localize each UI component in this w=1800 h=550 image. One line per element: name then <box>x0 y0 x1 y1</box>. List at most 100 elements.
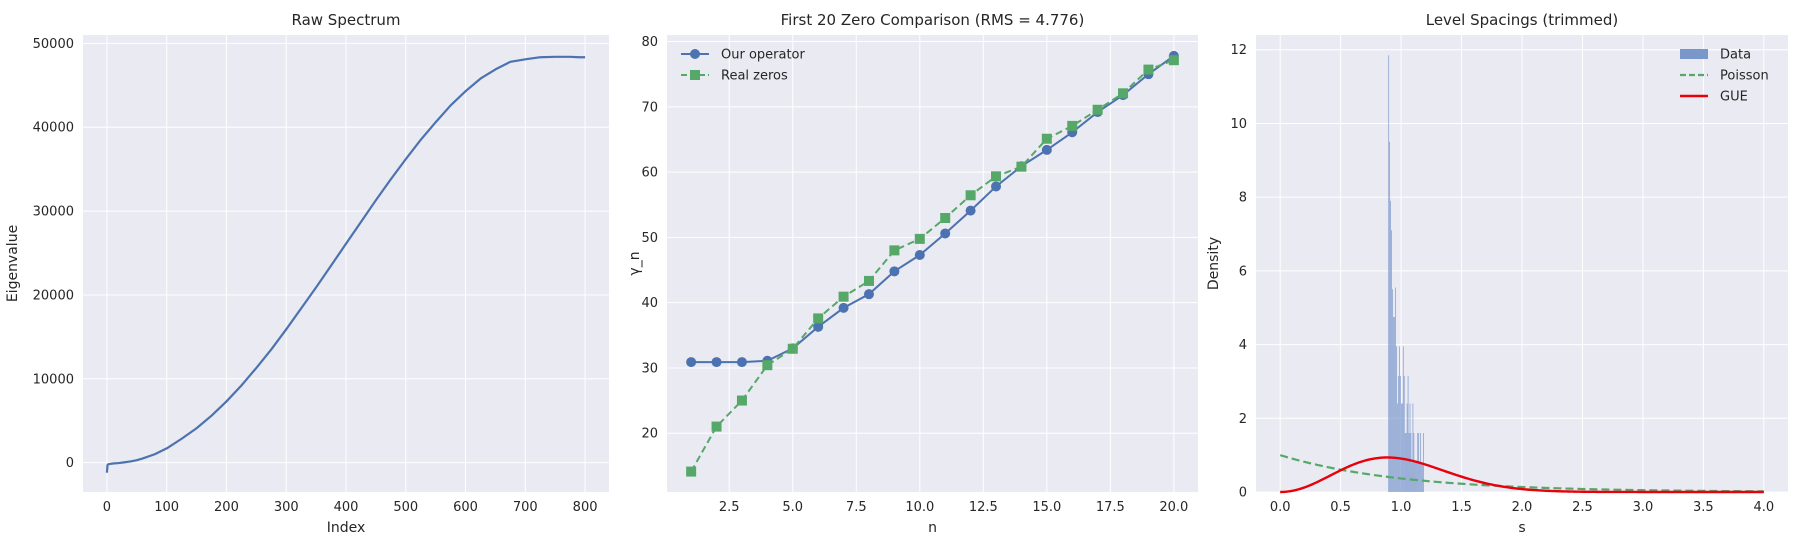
histogram-bar <box>1407 375 1409 492</box>
x-tick-label: 0.5 <box>1330 500 1351 515</box>
legend-label: Real zeros <box>721 69 788 84</box>
our-operator-point <box>838 302 849 313</box>
real-zeros-point <box>1041 133 1052 144</box>
gridlines-1 <box>83 35 609 492</box>
our-operator-point <box>991 181 1002 192</box>
histogram-bar <box>1409 403 1411 492</box>
y-tick-label: 30000 <box>33 205 74 220</box>
x-tick-label: 0.0 <box>1270 500 1291 515</box>
histogram-bar <box>1406 403 1408 492</box>
histogram-bar <box>1400 375 1401 492</box>
histogram-bar <box>1422 462 1423 492</box>
histogram-bar <box>1416 462 1418 492</box>
our-operator-point <box>813 321 824 332</box>
x-tick-label: 300 <box>274 500 299 515</box>
real-zeros-point <box>1168 55 1179 66</box>
histogram-bar <box>1412 403 1414 492</box>
y-tick-label: 2 <box>1239 412 1247 427</box>
histogram-bar <box>1397 403 1398 492</box>
y-tick-label: 8 <box>1239 191 1247 206</box>
histogram-bar <box>1408 433 1410 492</box>
y-axis-label: γ_n <box>627 251 643 275</box>
real-zeros-point <box>965 190 976 201</box>
real-zeros-point <box>1016 161 1027 172</box>
x-tick-label: 5.0 <box>782 500 803 515</box>
x-axis-label: n <box>928 520 937 536</box>
x-tick-label: 7.5 <box>846 500 867 515</box>
real-zeros-point <box>1092 104 1103 115</box>
real-zeros-point <box>711 421 722 432</box>
histogram-bar <box>1393 316 1394 492</box>
histogram-bar <box>1391 230 1392 493</box>
x-tick-label: 1.5 <box>1451 500 1472 515</box>
real-zeros-point <box>914 233 925 244</box>
real-zeros-point <box>762 360 773 371</box>
x-axis-label: Index <box>327 520 366 536</box>
histogram-bar <box>1388 55 1390 492</box>
y-tick-label: 0 <box>66 456 74 471</box>
x-tick-label: 0 <box>103 500 111 515</box>
gue-curve <box>1280 456 1764 494</box>
real-zeros-point <box>991 171 1002 182</box>
histogram-bar <box>1421 462 1422 492</box>
x-tick-label: 3.0 <box>1633 500 1654 515</box>
x-tick-label: 15.0 <box>1032 500 1061 515</box>
histogram-bar <box>1410 433 1412 492</box>
x-tick-label: 4.0 <box>1753 500 1774 515</box>
histogram-bar <box>1390 200 1391 492</box>
plot-area-2 <box>667 35 1198 492</box>
histogram-bar <box>1413 433 1415 492</box>
legend-label: GUE <box>1720 90 1748 105</box>
y-axis-label: Density <box>1206 237 1222 290</box>
y-tick-label: 50 <box>641 231 658 246</box>
histogram-bar <box>1419 462 1421 492</box>
histogram-bar <box>1392 289 1393 492</box>
y-tick-label: 12 <box>1230 43 1247 58</box>
y-tick-label: 50000 <box>33 37 74 52</box>
histogram-bar <box>1399 346 1400 492</box>
histogram-bar <box>1411 462 1413 492</box>
y-tick-label: 60 <box>641 166 658 181</box>
y-tick-label: 20 <box>641 427 658 442</box>
histogram-bar <box>1423 433 1424 492</box>
x-axis-label: s <box>1518 520 1525 536</box>
chart-title: Raw Spectrum <box>291 11 400 29</box>
histogram-bar <box>1405 433 1407 492</box>
y-tick-label: 30 <box>641 361 658 376</box>
real-zeros-point <box>1067 120 1078 131</box>
x-tick-label: 200 <box>214 500 239 515</box>
legend-patch <box>1680 49 1708 59</box>
real-zeros-point <box>863 275 874 286</box>
our-operator-point <box>914 250 925 261</box>
real-zeros-point <box>940 212 951 223</box>
poisson-curve <box>1279 454 1764 493</box>
our-operator-point <box>736 357 747 368</box>
real-zeros-point <box>787 343 798 354</box>
real-zeros-point <box>813 313 824 324</box>
chart-title: First 20 Zero Comparison (RMS = 4.776) <box>781 11 1085 29</box>
y-tick-label: 10000 <box>33 372 74 387</box>
histogram-bar <box>1404 433 1406 492</box>
histogram-bar <box>1401 403 1403 492</box>
histogram-bar <box>1395 287 1396 492</box>
histogram-bar <box>1394 316 1395 492</box>
x-tick-label: 10.0 <box>905 500 934 515</box>
x-tick-label: 3.5 <box>1693 500 1714 515</box>
x-tick-label: 2.5 <box>719 500 740 515</box>
x-tick-label: 1.0 <box>1391 500 1412 515</box>
real-zeros-point <box>889 245 900 256</box>
y-axis-label: Eigenvalue <box>5 225 21 302</box>
y-tick-label: 40 <box>641 296 658 311</box>
histogram-bar <box>1403 375 1405 492</box>
y-tick-label: 20000 <box>33 288 74 303</box>
histogram-bar <box>1398 375 1399 492</box>
real-zeros-point <box>736 395 747 406</box>
real-zeros-point <box>1143 64 1154 75</box>
y-tick-label: 0 <box>1239 486 1247 501</box>
real-zeros-point <box>838 291 849 302</box>
y-tick-label: 4 <box>1239 338 1247 353</box>
x-tick-label: 400 <box>334 500 359 515</box>
y-tick-label: 70 <box>641 100 658 115</box>
